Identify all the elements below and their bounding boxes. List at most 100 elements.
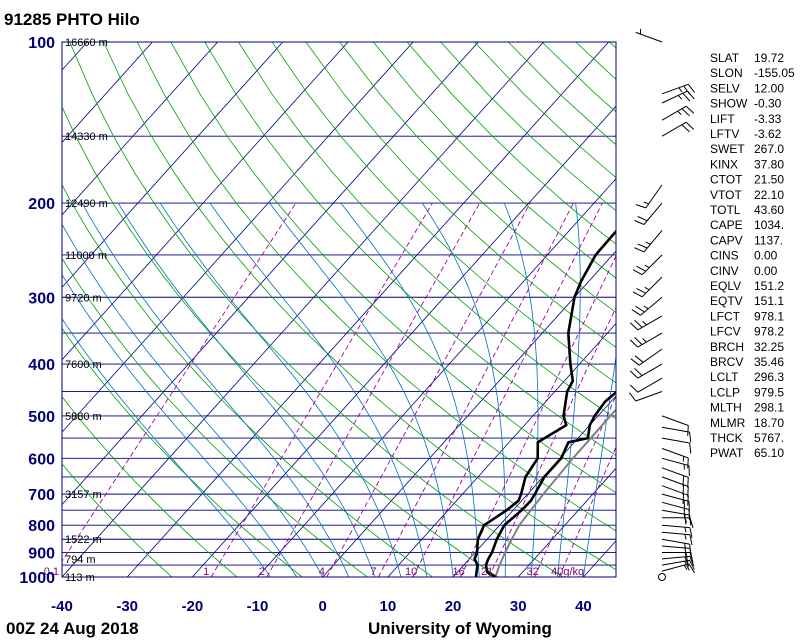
index-value: 0.00 <box>754 249 778 263</box>
index-value: 151.1 <box>754 294 784 308</box>
index-value: 43.60 <box>754 203 784 217</box>
wind-barb <box>661 493 690 512</box>
temperature-tick-label: 30 <box>510 598 527 615</box>
temperature-trace <box>484 390 616 577</box>
dry-adiabat <box>474 42 616 178</box>
moist-adiabat <box>62 223 324 577</box>
data-source-credit: University of Wyoming <box>368 619 552 638</box>
wind-barb <box>661 83 695 95</box>
pressure-tick-label: 900 <box>28 546 55 563</box>
temperature-tick-label: -20 <box>182 598 204 615</box>
index-value: 12.00 <box>754 81 784 95</box>
pressure-tick-label: 300 <box>28 290 55 307</box>
index-name: LCLT <box>710 370 739 384</box>
index-name: MLMR <box>710 416 746 430</box>
height-label: 5880 m <box>65 411 102 423</box>
wind-barb <box>661 538 692 555</box>
index-name: THCK <box>710 431 743 445</box>
wind-barb <box>661 559 695 571</box>
dry-adiabat <box>305 42 616 348</box>
dry-adiabat <box>440 42 616 212</box>
isotherm--70 <box>62 42 349 361</box>
mixing-ratio-label: 40g/kg <box>551 566 584 578</box>
height-label: 9720 m <box>65 292 102 304</box>
index-name: LFTV <box>710 127 739 141</box>
temperature-tick-label: 10 <box>380 598 397 615</box>
mixing-ratio-line <box>534 394 616 577</box>
moist-adiabat <box>159 202 402 577</box>
isotherm--120 <box>0 42 22 577</box>
plot-frame <box>61 41 617 578</box>
dry-adiabat <box>136 42 616 532</box>
grid-labels: 0.1 1 2 4 7 10 16 21 32 40g/kg 16660 m 14330 m 12490… <box>44 37 584 584</box>
index-value: -155.05 <box>754 66 795 80</box>
background-grid <box>0 42 616 577</box>
isotherm--60 <box>62 42 414 433</box>
wind-barb <box>661 531 693 546</box>
index-value: -3.33 <box>754 112 782 126</box>
index-value: 267.0 <box>754 142 784 156</box>
mixing-ratio-label: 32 <box>526 566 538 578</box>
mixing-ratio-label: 1 <box>203 566 209 578</box>
temperature-tick-label: 20 <box>445 598 462 615</box>
index-name: SLON <box>710 66 743 80</box>
dry-adiabat <box>238 42 616 420</box>
index-name: SHOW <box>710 97 748 111</box>
dry-adiabat <box>339 42 616 313</box>
moist-adiabat <box>62 317 271 577</box>
station-title: 91285 PHTO Hilo <box>4 10 140 29</box>
wind-barb <box>661 447 689 469</box>
isotherm-10 <box>387 322 616 577</box>
index-name: MLTH <box>710 401 742 415</box>
wind-barb <box>634 230 663 253</box>
isotherm--10 <box>257 178 616 577</box>
wind-barb <box>634 202 663 225</box>
moist-adiabat <box>421 202 506 577</box>
index-name: CAPE <box>710 218 743 232</box>
dry-adiabat <box>62 105 498 577</box>
height-label: 16660 m <box>65 37 108 49</box>
dry-adiabat <box>406 42 616 245</box>
index-name: LCLP <box>710 385 740 399</box>
height-label: 3157 m <box>65 489 102 501</box>
index-value: 1034. <box>754 218 784 232</box>
stability-indices-table: SLAT 19.72 SLON -155.05 SELV 12.00 SHOW -0.30 LI… <box>710 51 795 460</box>
mixing-ratio-label: 4 <box>319 566 325 578</box>
isotherm-20 <box>452 395 616 577</box>
mixing-ratio-label: 7 <box>370 566 376 578</box>
mixing-ratio-line <box>210 202 433 577</box>
wind-barb <box>632 276 663 298</box>
index-name: SLAT <box>710 51 740 65</box>
index-name: CTOT <box>710 173 743 187</box>
moist-adiabat <box>340 202 480 577</box>
pressure-tick-label: 700 <box>28 487 55 504</box>
moist-adiabat <box>62 273 297 577</box>
temperature-tick-label: 40 <box>575 598 592 615</box>
mixing-ratio-label: 16 <box>453 566 465 578</box>
mixing-ratio-label: 0.1 <box>44 566 59 578</box>
wind-barb-column <box>629 28 695 581</box>
mixing-ratio-line <box>558 445 616 577</box>
index-name: EQLV <box>710 279 741 293</box>
moist-adiabat <box>556 203 581 577</box>
moist-adiabat <box>209 202 428 577</box>
index-value: 32.25 <box>754 340 784 354</box>
height-label: 7600 m <box>65 359 102 371</box>
observation-datetime: 00Z 24 Aug 2018 <box>6 619 139 638</box>
pressure-tick-label: 800 <box>28 518 55 535</box>
temperature-tick-label: -30 <box>116 598 138 615</box>
dry-adiabat <box>271 42 616 384</box>
wind-barb <box>629 391 663 402</box>
index-name: CINV <box>710 264 739 278</box>
mixing-ratio-line <box>62 202 297 563</box>
isotherm--20 <box>192 105 616 577</box>
index-name: PWAT <box>710 446 744 460</box>
index-name: SELV <box>710 81 740 95</box>
moist-adiabat <box>81 202 350 577</box>
index-name: LFCT <box>710 309 741 323</box>
index-value: 979.5 <box>754 385 784 399</box>
wind-barb <box>658 573 666 581</box>
dry-adiabat <box>103 42 616 571</box>
